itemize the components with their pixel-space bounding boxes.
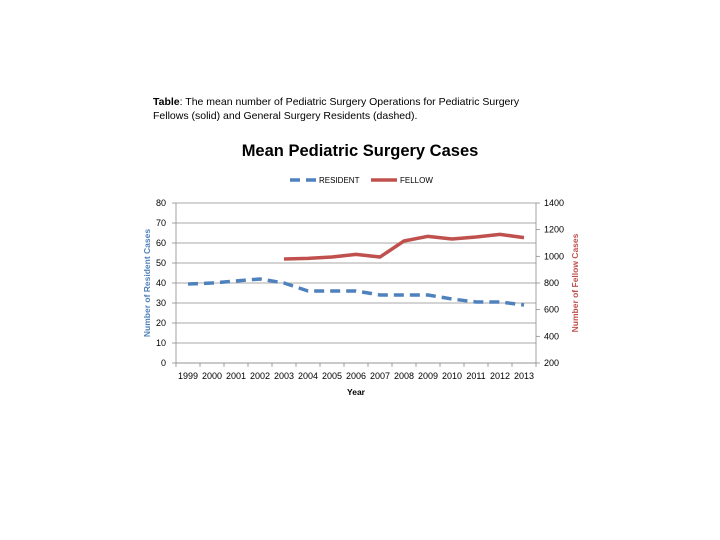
x-tick-label: 1999	[178, 371, 198, 381]
x-tick-label: 2008	[394, 371, 414, 381]
caption-lead: Table	[153, 96, 180, 108]
series-line-fellow	[283, 232, 525, 261]
y-right-tick-label: 800	[544, 278, 559, 288]
x-tick-label: 2010	[442, 371, 462, 381]
y-left-tick-label: 60	[156, 238, 166, 248]
x-tick-label: 2000	[202, 371, 222, 381]
caption-text: : The mean number of Pediatric Surgery O…	[153, 96, 520, 122]
y-left-tick-label: 20	[156, 318, 166, 328]
y-left-axis-title: Number of Resident Cases	[142, 229, 152, 337]
y-left-tick-label: 0	[161, 358, 166, 368]
x-tick-label: 2002	[250, 371, 270, 381]
x-tick-label: 2013	[514, 371, 534, 381]
y-right-tick-label: 1000	[544, 251, 564, 261]
x-tick-label: 2001	[226, 371, 246, 381]
x-tick-label: 2007	[370, 371, 390, 381]
chart-title: Mean Pediatric Surgery Cases	[241, 142, 479, 160]
caption: Table: The mean number of Pediatric Surg…	[153, 95, 553, 123]
x-tick-label: 2009	[418, 371, 438, 381]
x-tick-label: 2006	[346, 371, 366, 381]
y-left-tick-label: 10	[156, 338, 166, 348]
x-tick-label: 2003	[274, 371, 294, 381]
x-tick-label: 2011	[466, 371, 485, 381]
x-tick-label: 2005	[322, 371, 342, 381]
y-left-tick-label: 30	[156, 298, 166, 308]
y-right-axis-title: Number of Fellow Cases	[570, 233, 580, 332]
legend-label-resident: RESIDENT	[319, 176, 360, 185]
y-left-tick-label: 50	[156, 258, 166, 268]
y-right-tick-label: 200	[544, 358, 559, 368]
y-left-tick-label: 70	[156, 218, 166, 228]
x-tick-label: 2004	[298, 371, 318, 381]
y-right-tick-label: 1200	[544, 225, 564, 235]
legend-label-fellow: FELLOW	[400, 176, 433, 185]
y-left-tick-label: 80	[156, 198, 166, 208]
y-right-tick-label: 1400	[544, 198, 564, 208]
x-axis-title: Year	[347, 387, 366, 397]
y-right-tick-label: 600	[544, 305, 559, 315]
y-right-tick-label: 400	[544, 331, 559, 341]
y-left-tick-label: 40	[156, 278, 166, 288]
x-tick-label: 2012	[490, 371, 510, 381]
